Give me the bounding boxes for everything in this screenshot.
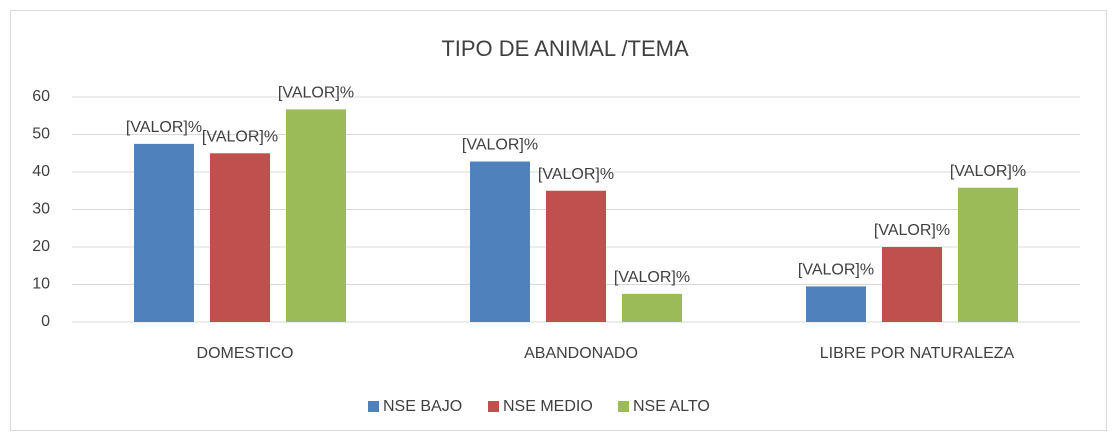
y-tick-label: 60 xyxy=(32,88,50,105)
data-label: [VALOR]% xyxy=(798,262,874,279)
data-label: [VALOR]% xyxy=(278,85,354,102)
y-tick-label: 20 xyxy=(32,238,50,255)
bar xyxy=(806,286,866,322)
x-tick-label: ABANDONADO xyxy=(524,345,638,362)
data-label: [VALOR]% xyxy=(202,128,278,145)
bar xyxy=(958,187,1018,322)
legend-label: NSE MEDIO xyxy=(503,398,593,415)
legend-label: NSE BAJO xyxy=(383,398,462,415)
legend-swatch xyxy=(618,401,629,412)
bar xyxy=(882,247,942,322)
data-label: [VALOR]% xyxy=(462,137,538,154)
legend-swatch xyxy=(368,401,379,412)
bar xyxy=(210,153,270,322)
x-tick-label: DOMESTICO xyxy=(197,345,294,362)
legend-swatch xyxy=(488,401,499,412)
data-label: [VALOR]% xyxy=(950,163,1026,180)
y-tick-label: 50 xyxy=(32,126,50,143)
chart-title: TIPO DE ANIMAL /TEMA xyxy=(441,36,689,61)
y-tick-label: 10 xyxy=(32,276,50,293)
data-label: [VALOR]% xyxy=(614,269,690,286)
bar xyxy=(546,190,606,322)
legend-label: NSE ALTO xyxy=(633,398,710,415)
x-tick-label: LIBRE POR NATURALEZA xyxy=(820,345,1015,362)
bar xyxy=(622,293,682,322)
y-tick-label: 30 xyxy=(32,201,50,218)
bar xyxy=(134,143,194,322)
y-tick-label: 0 xyxy=(41,313,50,330)
data-label: [VALOR]% xyxy=(874,222,950,239)
y-tick-label: 40 xyxy=(32,163,50,180)
bar xyxy=(286,109,346,322)
bar xyxy=(470,161,530,322)
data-label: [VALOR]% xyxy=(538,166,614,183)
data-label: [VALOR]% xyxy=(126,119,202,136)
